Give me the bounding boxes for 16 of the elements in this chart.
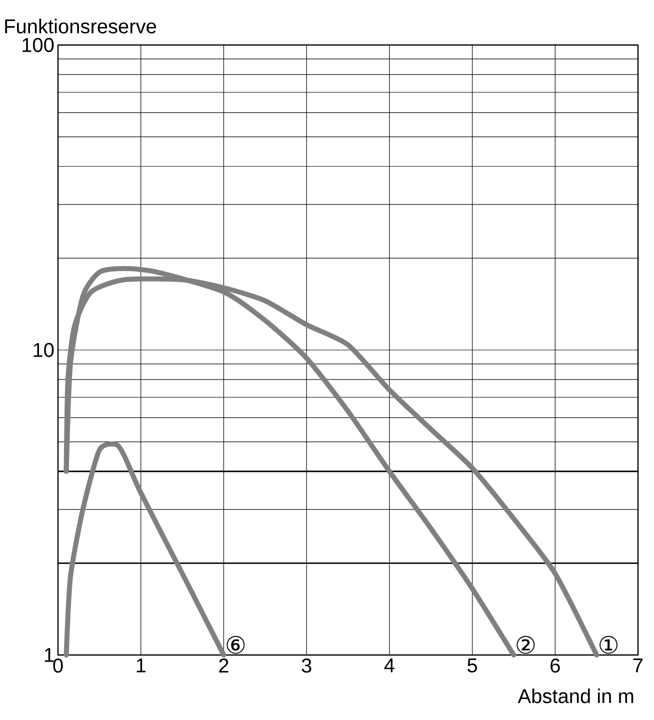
y-tick-label: 10 [34, 342, 54, 358]
x-tick-label: 3 [302, 658, 312, 673]
series-label: ⑥ [226, 636, 245, 654]
x-axis-title: Abstand in m [518, 688, 634, 704]
x-tick-label: 6 [550, 658, 560, 673]
x-tick-label: 2 [219, 658, 228, 672]
y-tick-label: 100 [22, 38, 54, 52]
series-label: ② [516, 636, 535, 654]
x-tick-label: 7 [633, 658, 643, 672]
x-tick-label: 0 [53, 658, 63, 673]
x-tick-label: 4 [384, 658, 394, 672]
y-axis-title: Funktionsreserve [5, 18, 156, 34]
x-tick-label: 1 [136, 658, 146, 672]
x-tick-label: 5 [468, 658, 478, 672]
y-tick-label: 1 [44, 648, 54, 662]
series-label: ① [600, 636, 618, 654]
